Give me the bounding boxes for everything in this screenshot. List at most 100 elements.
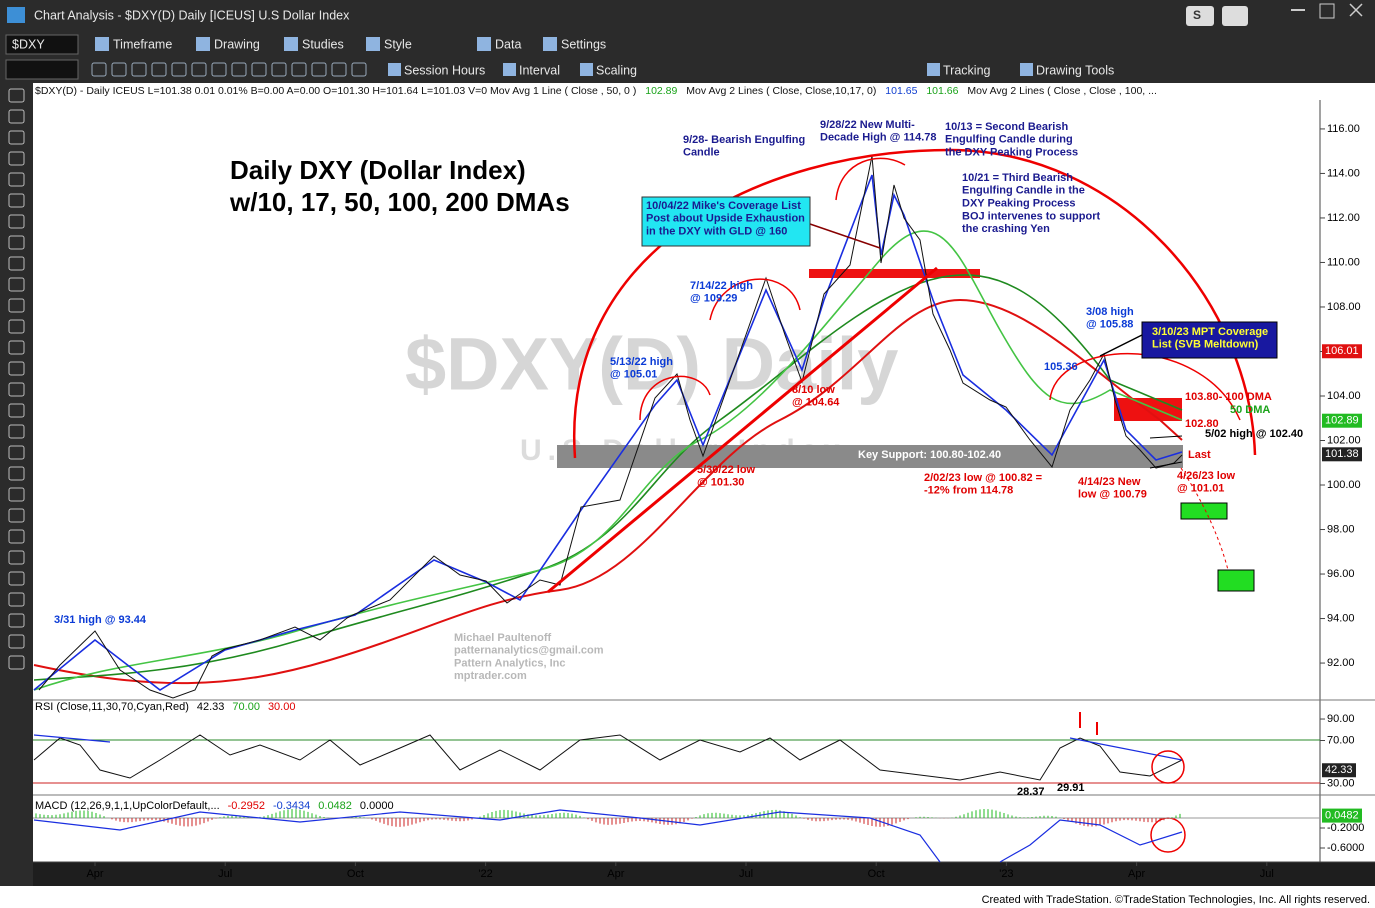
trendline (547, 266, 938, 594)
price-tag (1322, 413, 1362, 428)
tool-icon[interactable] (8, 424, 25, 439)
tool-icon[interactable] (8, 256, 25, 271)
toolbar-icon[interactable] (271, 62, 287, 77)
tool-icon[interactable] (8, 88, 25, 103)
tool-icon[interactable] (8, 214, 25, 229)
y-tick-label: 92.00 (1327, 657, 1355, 669)
peak-arc (1049, 353, 1241, 421)
toolbar-icon[interactable] (196, 37, 210, 51)
toolbar-button[interactable]: Tracking (943, 63, 991, 77)
toolbar-icon[interactable] (351, 62, 367, 77)
toolbar-icon[interactable] (171, 62, 187, 77)
toolbar-button[interactable]: Settings (561, 37, 606, 51)
tool-icon[interactable] (8, 403, 25, 418)
tool-icon[interactable] (8, 172, 25, 187)
toolbar-icon[interactable] (211, 62, 227, 77)
interval-box[interactable] (5, 59, 79, 80)
toolbar-button[interactable]: Scaling (596, 63, 637, 77)
tool-icon[interactable] (8, 319, 25, 334)
toolbar-icon[interactable] (284, 37, 298, 51)
rsi-trendline (33, 734, 1183, 761)
tool-icon[interactable] (8, 277, 25, 292)
toolbar-icon[interactable] (477, 37, 491, 51)
maximize-button[interactable] (1319, 3, 1335, 19)
annotation: 10/04/22 Mike's Coverage List (646, 200, 801, 212)
toolbar-icon[interactable] (331, 62, 347, 77)
tool-icon[interactable] (8, 193, 25, 208)
toolbar-button[interactable]: Session Hours (404, 63, 485, 77)
tool-icon[interactable] (8, 634, 25, 649)
peak-arc (639, 375, 711, 421)
tool-icon[interactable] (8, 361, 25, 376)
toolbar-button[interactable]: Timeframe (113, 37, 172, 51)
toolbar-button[interactable]: Style (384, 37, 412, 51)
toolbar-icon[interactable] (95, 37, 109, 51)
rsi-legend-item: 70.00 (232, 701, 260, 713)
tool-icon[interactable] (8, 655, 25, 670)
toolbar-icon[interactable] (311, 62, 327, 77)
credit-line: mptrader.com (454, 670, 527, 682)
toolbar-icon[interactable] (91, 62, 107, 77)
x-tick-label: Oct (868, 868, 885, 880)
tool-icon[interactable] (8, 382, 25, 397)
toolbar-icon[interactable] (543, 37, 557, 51)
toolbar-button[interactable]: Data (495, 37, 521, 51)
tool-icon[interactable] (8, 466, 25, 481)
y-tick-label: -0.2000 (1327, 822, 1364, 834)
y-tick-label: 98.00 (1327, 523, 1355, 535)
toolbar-icon[interactable] (388, 63, 401, 76)
tool-icon[interactable] (8, 445, 25, 460)
tool-icon[interactable] (8, 235, 25, 250)
annotation: the DXY Peaking Process (945, 147, 1078, 159)
symbol-link-button[interactable] (1186, 6, 1214, 26)
toolbar-icon[interactable] (151, 62, 167, 77)
symbol-link-label: S (1193, 8, 1201, 22)
macd-legend-item: 0.0482 (318, 800, 352, 812)
toolbar-icon[interactable] (291, 62, 307, 77)
toolbar-icon[interactable] (251, 62, 267, 77)
macd-legend-item: MACD (12,26,9,1,1,UpColorDefault,... (35, 800, 220, 812)
toolbar-icon[interactable] (503, 63, 516, 76)
callout-box (1141, 321, 1278, 359)
tool-icon[interactable] (8, 151, 25, 166)
tool-icon[interactable] (8, 109, 25, 124)
toolbar-button[interactable]: Drawing Tools (1036, 63, 1114, 77)
toolbar-icon[interactable] (191, 62, 207, 77)
tool-icon[interactable] (8, 592, 25, 607)
options-button[interactable] (1222, 6, 1248, 26)
tool-icon[interactable] (8, 298, 25, 313)
credit-line: patternanalytics@gmail.com (454, 645, 604, 657)
axes: 92.00 94.00 96.00 98.00 100.00 102.00 104.00 10… (35, 123, 1364, 880)
toolbar-icon[interactable] (111, 62, 127, 77)
toolbar-icon[interactable] (366, 37, 380, 51)
toolbar-button[interactable]: Interval (519, 63, 560, 77)
rsi-legend-item: 42.33 (197, 701, 225, 713)
tool-icon[interactable] (8, 529, 25, 544)
toolbar-button[interactable]: Studies (302, 37, 344, 51)
toolbar-icon[interactable] (131, 62, 147, 77)
tool-icon[interactable] (8, 613, 25, 628)
close-button[interactable] (1349, 3, 1363, 17)
annotation: in the DXY with GLD @ 160 (646, 226, 787, 238)
annotation: @ 105.88 (1086, 319, 1133, 331)
peak-arc (709, 278, 801, 321)
tool-icon[interactable] (8, 340, 25, 355)
tool-icon[interactable] (8, 571, 25, 586)
toolbar-icon[interactable] (927, 63, 940, 76)
symbol-box[interactable] (5, 34, 79, 55)
toolbar-items: Timeframe Drawing Studies Style Data Settings (95, 37, 606, 51)
toolbar-icon[interactable] (1020, 63, 1033, 76)
rsi-low-label: 29.91 (1057, 782, 1085, 794)
tool-icon[interactable] (8, 487, 25, 502)
toolbar-button[interactable]: Drawing (214, 37, 260, 51)
toolbar-icon[interactable] (580, 63, 593, 76)
toolbar-2 (0, 57, 1375, 83)
minimize-button[interactable] (1291, 9, 1305, 11)
tool-icon[interactable] (8, 508, 25, 523)
tool-icon[interactable] (8, 130, 25, 145)
tool-icon[interactable] (8, 550, 25, 565)
toolbar-icon[interactable] (231, 62, 247, 77)
credit-line: Pattern Analytics, Inc (454, 657, 565, 669)
